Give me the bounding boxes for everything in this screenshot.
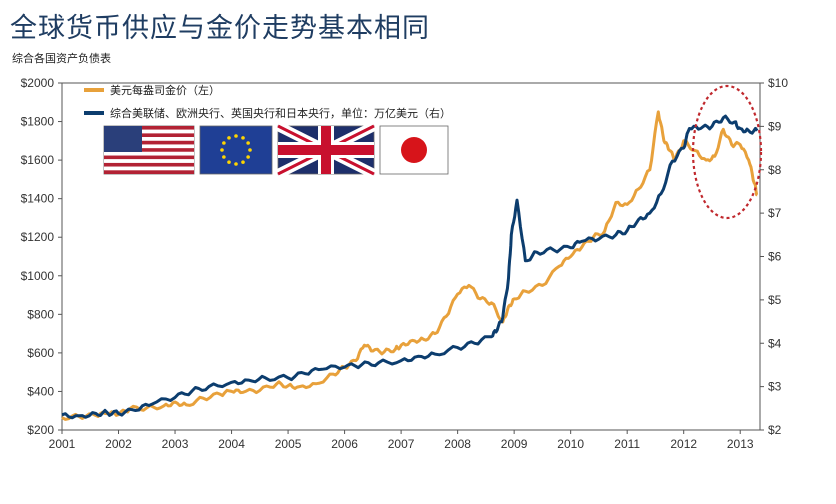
y-right-tick-label: $9	[768, 119, 782, 133]
eu-flag-icon	[199, 125, 273, 175]
y-right-tick-label: $3	[768, 380, 782, 394]
y-right-tick-label: $10	[768, 76, 788, 90]
y-right-tick-label: $6	[768, 250, 782, 264]
y-left-tick-label: $1800	[21, 115, 55, 129]
central-bank-balance-line	[61, 114, 759, 420]
x-tick-label: 2006	[331, 437, 358, 451]
x-tick-label: 2013	[727, 437, 754, 451]
x-tick-label: 2011	[614, 437, 640, 451]
japan-flag-icon	[379, 125, 449, 175]
y-left-tick-label: $400	[27, 384, 54, 398]
x-tick-label: 2001	[49, 437, 76, 451]
y-left-tick-label: $1400	[21, 192, 55, 206]
x-tick-label: 2007	[388, 437, 415, 451]
y-right-tick-label: $5	[768, 293, 782, 307]
y-left-tick-label: $1000	[21, 269, 55, 283]
x-tick-label: 2004	[218, 437, 245, 451]
y-right-tick-label: $8	[768, 163, 782, 177]
highlight-circle	[691, 84, 763, 220]
x-tick-label: 2009	[501, 437, 528, 451]
y-left-tick-label: $2000	[21, 76, 55, 90]
y-right-tick-label: $7	[768, 206, 782, 220]
us-flag-icon	[103, 125, 195, 175]
x-tick-label: 2002	[105, 437, 132, 451]
x-tick-label: 2003	[162, 437, 189, 451]
page-subtitle: 综合各国资产负债表	[12, 52, 111, 65]
flags-row	[103, 121, 449, 179]
uk-flag-icon	[275, 121, 377, 179]
x-tick-label: 2012	[670, 437, 697, 451]
chart-legend: 美元每盎司金价（左） 综合美联储、欧洲央行、英国央行和日本央行，单位：万亿美元（…	[84, 83, 451, 120]
y-right-tick-label: $4	[768, 336, 782, 350]
legend-label-balance: 综合美联储、欧洲央行、英国央行和日本央行，单位：万亿美元（右）	[110, 106, 451, 120]
y-left-tick-label: $800	[27, 307, 54, 321]
gold-price-line	[61, 110, 759, 421]
x-tick-label: 2005	[275, 437, 302, 451]
x-tick-label: 2008	[444, 437, 471, 451]
chart-axes: $200 $400 $600 $800 $1000 $1200 $1400 $1600 $180…	[21, 76, 789, 451]
chart-plot	[61, 110, 759, 421]
page-title: 全球货币供应与金价走势基本相同	[10, 13, 430, 44]
legend-label-gold: 美元每盎司金价（左）	[110, 83, 220, 97]
x-tick-label: 2010	[557, 437, 584, 451]
y-left-tick-label: $600	[27, 346, 54, 360]
y-right-tick-label: $2	[768, 423, 782, 437]
y-left-tick-label: $200	[27, 423, 54, 437]
y-left-tick-label: $1200	[21, 230, 55, 244]
y-left-tick-label: $1600	[21, 153, 55, 167]
